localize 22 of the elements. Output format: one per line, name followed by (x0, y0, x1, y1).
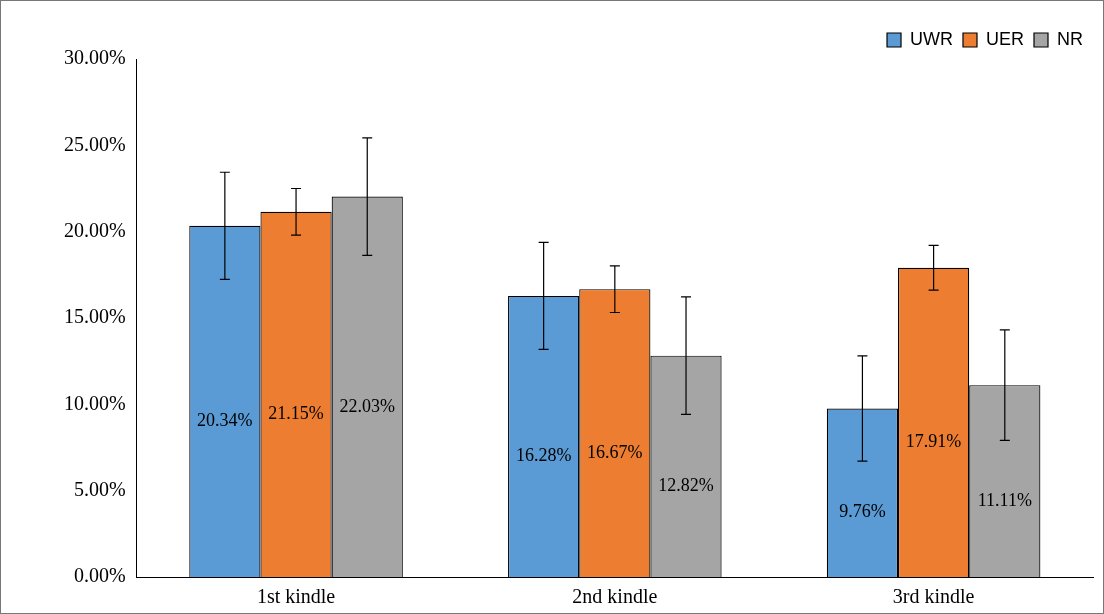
x-tick-label: 3rd kindle (892, 585, 975, 608)
legend-label: UWR (910, 28, 954, 49)
y-tick-label: 30.00% (63, 46, 126, 69)
x-tick-label: 1st kindle (256, 585, 336, 608)
x-tick-label: 2nd kindle (572, 585, 658, 608)
data-label: 11.11% (977, 489, 1032, 510)
legend-label: NR (1057, 28, 1083, 49)
y-tick-label: 20.00% (63, 218, 126, 241)
data-label: 22.03% (339, 395, 395, 416)
data-label: 20.34% (197, 410, 253, 431)
y-tick-label: 10.00% (63, 391, 126, 414)
y-tick-label: 25.00% (63, 132, 126, 155)
data-label: 17.91% (905, 431, 962, 452)
data-label: 9.76% (839, 501, 886, 522)
legend-label: UER (986, 28, 1025, 49)
y-tick-label: 0.00% (73, 564, 126, 587)
data-label: 16.28% (515, 445, 572, 466)
y-tick-label: 5.00% (73, 477, 126, 500)
y-tick-label: 15.00% (63, 305, 126, 328)
data-label: 21.15% (268, 403, 324, 424)
data-label: 12.82% (658, 475, 714, 496)
data-label: 16.67% (587, 441, 643, 462)
